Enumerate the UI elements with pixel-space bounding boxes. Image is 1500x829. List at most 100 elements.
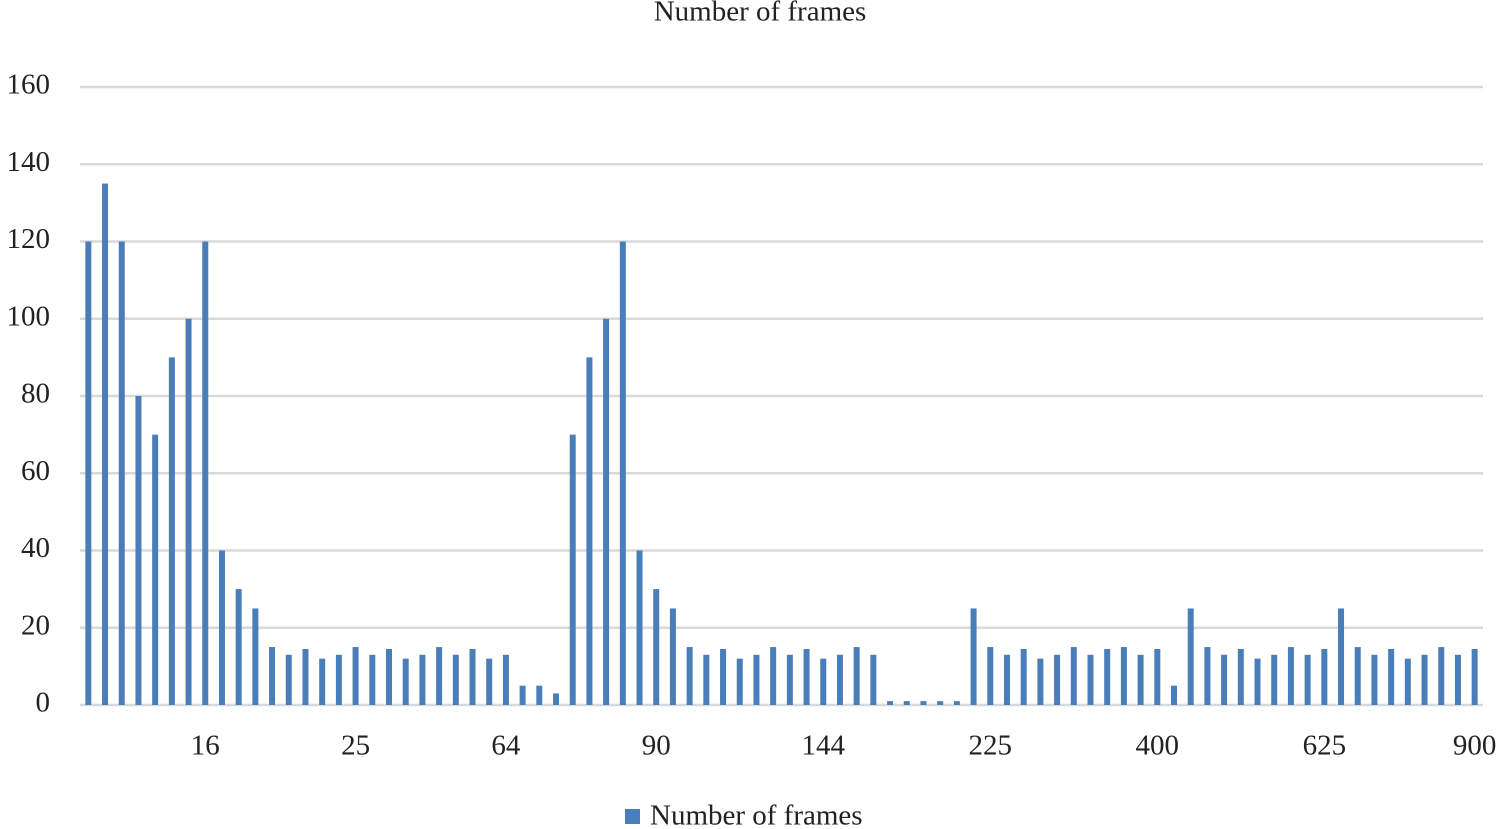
bar xyxy=(686,647,693,705)
bar xyxy=(419,654,426,705)
bar xyxy=(152,434,159,705)
bar xyxy=(553,693,560,705)
bar xyxy=(1321,648,1328,705)
bar xyxy=(1438,647,1445,705)
bar xyxy=(770,647,777,705)
x-tick-label: 64 xyxy=(491,730,521,762)
bar xyxy=(436,647,443,705)
bar xyxy=(1054,654,1061,705)
bar xyxy=(870,654,877,705)
bar xyxy=(1287,647,1294,705)
bar xyxy=(887,701,894,705)
bar xyxy=(1237,648,1244,705)
chart-title: Number of frames xyxy=(654,0,867,28)
bar xyxy=(820,658,827,705)
x-tick-label: 625 xyxy=(1303,730,1347,762)
x-tick-label: 90 xyxy=(642,730,671,762)
bar xyxy=(1338,608,1345,705)
bar xyxy=(1137,654,1144,705)
bar xyxy=(619,241,626,705)
bar xyxy=(385,648,392,705)
bar xyxy=(469,648,476,705)
bar xyxy=(1254,658,1261,705)
bar xyxy=(736,658,743,705)
bar xyxy=(1421,654,1428,705)
bar xyxy=(519,685,526,705)
bar xyxy=(920,701,927,705)
bar xyxy=(1204,647,1211,705)
x-tick-label: 144 xyxy=(802,730,846,762)
bar xyxy=(252,608,259,705)
x-tick-label: 900 xyxy=(1453,730,1497,762)
bar xyxy=(836,654,843,705)
x-tick-label: 225 xyxy=(969,730,1013,762)
bar xyxy=(85,241,92,705)
bar xyxy=(1471,648,1478,705)
bar xyxy=(703,654,710,705)
bar xyxy=(1120,647,1127,705)
bar xyxy=(1388,648,1395,705)
bar xyxy=(1371,654,1378,705)
bar xyxy=(1003,654,1010,705)
bar xyxy=(1187,608,1194,705)
x-tick-label: 16 xyxy=(191,730,220,762)
bar xyxy=(636,550,643,705)
bar xyxy=(1087,654,1094,705)
bar xyxy=(102,183,109,705)
bar xyxy=(569,434,576,705)
bar xyxy=(1020,648,1027,705)
bar xyxy=(135,396,142,705)
y-tick-label: 0 xyxy=(36,687,51,719)
bar xyxy=(502,654,509,705)
bar xyxy=(903,701,910,705)
bar xyxy=(452,654,459,705)
x-tick-label: 400 xyxy=(1136,730,1180,762)
bar xyxy=(1404,658,1411,705)
bar xyxy=(285,654,292,705)
y-tick-label: 40 xyxy=(21,532,50,564)
bar xyxy=(369,654,376,705)
bar xyxy=(720,648,727,705)
y-tick-label: 20 xyxy=(21,609,50,641)
bar xyxy=(302,648,309,705)
bar xyxy=(335,654,342,705)
bar xyxy=(168,357,175,705)
bar xyxy=(853,647,860,705)
bar xyxy=(235,589,242,705)
bar xyxy=(586,357,593,705)
bar xyxy=(536,685,543,705)
bar xyxy=(786,654,793,705)
y-tick-label: 120 xyxy=(7,223,51,255)
legend-swatch xyxy=(625,809,640,824)
bar xyxy=(1037,658,1044,705)
x-tick-label: 25 xyxy=(341,730,370,762)
bar xyxy=(1304,654,1311,705)
bar xyxy=(1221,654,1228,705)
bar xyxy=(1154,648,1161,705)
bar xyxy=(118,241,125,705)
bar xyxy=(1271,654,1278,705)
bar xyxy=(202,241,209,705)
bar xyxy=(1070,647,1077,705)
bar xyxy=(753,654,760,705)
bar xyxy=(653,589,660,705)
y-tick-label: 80 xyxy=(21,378,50,410)
bar xyxy=(970,608,977,705)
y-tick-label: 60 xyxy=(21,455,50,487)
bar xyxy=(269,647,276,705)
legend-label: Number of frames xyxy=(650,800,863,829)
bar xyxy=(352,647,359,705)
bar xyxy=(953,701,960,705)
bar xyxy=(669,608,676,705)
y-tick-label: 100 xyxy=(7,300,51,332)
bar xyxy=(1104,648,1111,705)
bar xyxy=(402,658,409,705)
bar xyxy=(1454,654,1461,705)
y-tick-label: 160 xyxy=(7,69,51,101)
bar xyxy=(1171,685,1178,705)
bar xyxy=(486,658,493,705)
y-tick-label: 140 xyxy=(7,146,51,178)
bar xyxy=(803,648,810,705)
